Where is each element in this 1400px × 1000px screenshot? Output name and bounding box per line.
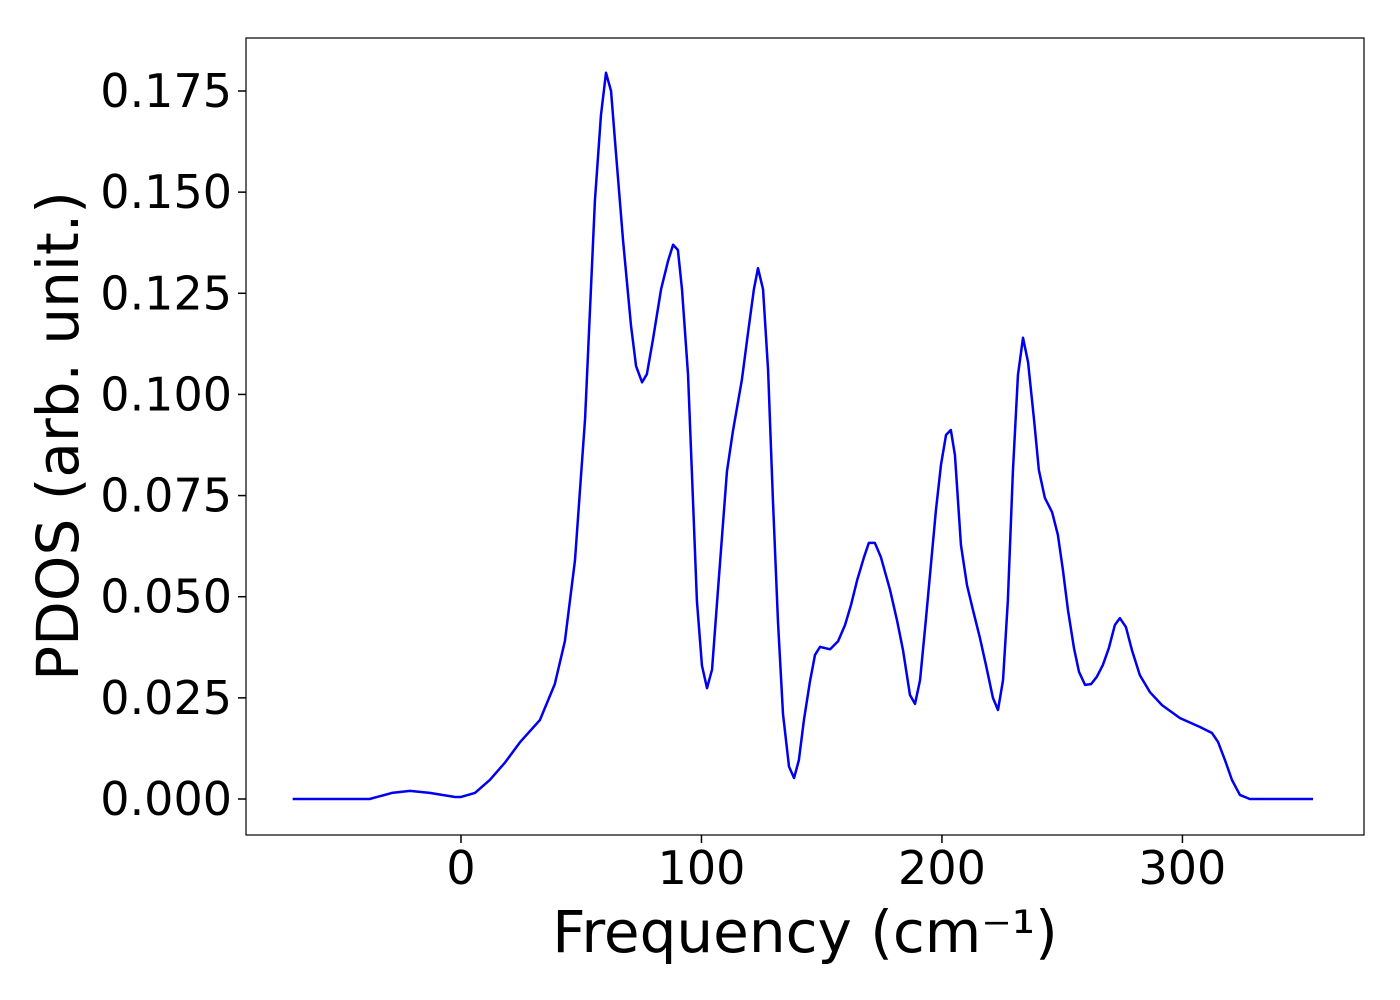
y-axis-label: PDOS (arb. unit.) [24,191,92,681]
x-tick-label: 100 [658,841,746,895]
x-tick-label: 200 [898,841,986,895]
y-tick-label: 0.050 [100,570,232,624]
y-tick-label: 0.000 [100,772,232,826]
y-tick-label: 0.175 [100,64,232,118]
x-tick-label: 0 [446,841,475,895]
y-tick-label: 0.150 [100,165,232,219]
y-tick-label: 0.125 [100,266,232,320]
y-tick-label: 0.025 [100,671,232,725]
y-tick-label: 0.100 [100,367,232,421]
x-tick-label: 300 [1139,841,1227,895]
data-line [292,71,1314,801]
plot-frame [245,37,1365,836]
x-axis-label: Frequency (cm⁻¹) [552,898,1058,966]
y-tick-label: 0.075 [100,469,232,523]
